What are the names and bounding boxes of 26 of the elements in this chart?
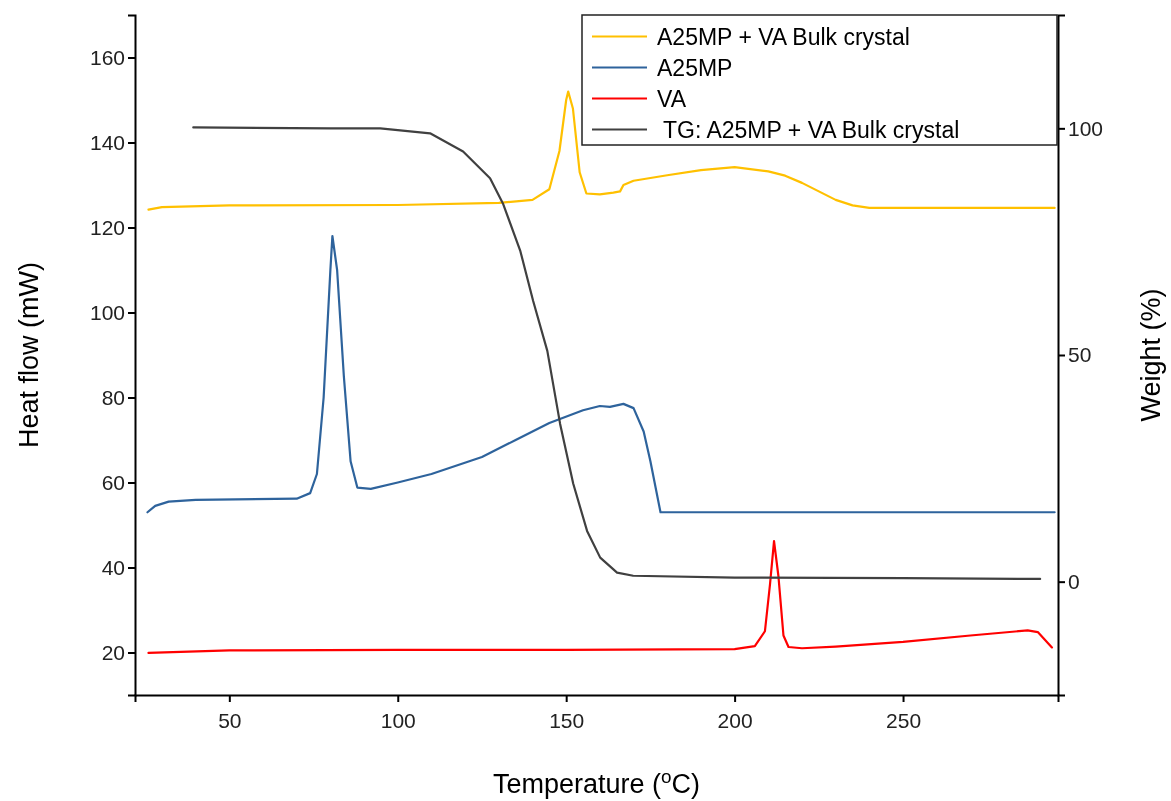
x-tick-label: 100	[380, 709, 416, 733]
y-tick-label: 100	[89, 300, 125, 324]
x-axis-title: Temperature ($^{o}$C)	[492, 765, 701, 799]
line-series	[147, 90, 1056, 211]
x-tick-label: 150	[549, 709, 585, 733]
y2-tick-label: 50	[1068, 343, 1092, 367]
line-series	[146, 234, 1056, 514]
legend-label: A25MP + VA Bulk crystal	[657, 23, 910, 50]
x-tick-label: 50	[218, 709, 242, 733]
line-series	[147, 540, 1054, 655]
y2-axis-title: Weight (%)	[1136, 288, 1166, 422]
x-tick-label: 200	[717, 709, 753, 733]
y-axis-title: Heat flow (mW)	[14, 261, 44, 449]
y-tick-label: 120	[89, 215, 125, 239]
y-tick-label: 160	[89, 45, 125, 69]
legend-label: A25MP	[657, 54, 733, 81]
y-tick-label: 40	[101, 555, 125, 579]
y2-tick-label: 0	[1068, 569, 1080, 593]
y-tick-label: 60	[101, 470, 125, 494]
legend-label: VA	[657, 85, 687, 112]
x-tick-label: 250	[886, 709, 922, 733]
y-tick-label: 80	[101, 385, 125, 409]
legend-label: TG: A25MP + VA Bulk crystal	[657, 116, 960, 143]
y2-tick-label: 100	[1068, 116, 1104, 140]
y-tick-label: 140	[89, 130, 125, 154]
y-tick-label: 20	[101, 640, 125, 664]
